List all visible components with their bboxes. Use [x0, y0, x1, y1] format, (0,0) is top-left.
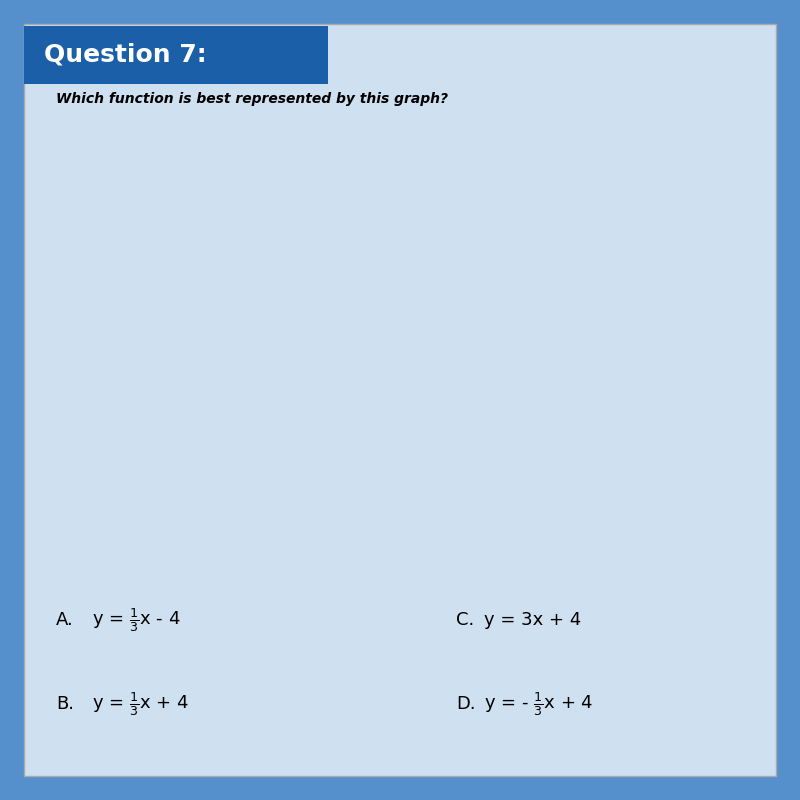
Text: -1: -1 — [354, 361, 364, 371]
Text: -2: -2 — [326, 361, 335, 371]
Text: Question 7:: Question 7: — [44, 42, 206, 66]
Text: -4: -4 — [366, 450, 375, 460]
Text: 5: 5 — [369, 205, 375, 215]
Text: B.: B. — [56, 695, 74, 713]
Text: 7: 7 — [587, 361, 594, 371]
Text: -6: -6 — [366, 504, 375, 514]
Text: 5: 5 — [530, 361, 536, 371]
Text: -6: -6 — [210, 361, 219, 371]
Text: D.: D. — [456, 695, 476, 713]
Text: -5: -5 — [366, 477, 375, 487]
Text: -7: -7 — [181, 361, 190, 371]
Text: y = $\frac{1}{3}$x + 4: y = $\frac{1}{3}$x + 4 — [92, 690, 189, 718]
Text: 6: 6 — [558, 361, 565, 371]
Text: 7: 7 — [369, 150, 375, 160]
Text: 6: 6 — [369, 178, 375, 188]
Text: y = $\frac{1}{3}$x - 4: y = $\frac{1}{3}$x - 4 — [92, 606, 181, 634]
Text: 3: 3 — [369, 259, 375, 270]
Text: x: x — [623, 337, 630, 347]
Text: -2: -2 — [366, 395, 375, 406]
Text: y: y — [389, 118, 396, 128]
Text: y = - $\frac{1}{3}$x + 4: y = - $\frac{1}{3}$x + 4 — [484, 690, 594, 718]
Text: -8: -8 — [366, 559, 375, 569]
Text: Which function is best represented by this graph?: Which function is best represented by th… — [56, 92, 448, 106]
Text: -8: -8 — [152, 361, 162, 371]
Text: -5: -5 — [238, 361, 248, 371]
Text: -3: -3 — [297, 361, 306, 371]
Text: -3: -3 — [366, 422, 375, 433]
Text: 2: 2 — [442, 361, 449, 371]
Text: 1: 1 — [369, 314, 375, 324]
Text: A.: A. — [56, 611, 74, 629]
Text: -7: -7 — [366, 532, 375, 542]
Text: 4: 4 — [369, 232, 375, 242]
Text: y = 3x + 4: y = 3x + 4 — [484, 611, 582, 629]
Text: -4: -4 — [267, 361, 277, 371]
Text: 4: 4 — [501, 361, 506, 371]
Text: C.: C. — [456, 611, 474, 629]
Text: 3: 3 — [472, 361, 478, 371]
Text: 2: 2 — [369, 286, 375, 297]
Text: -1: -1 — [366, 368, 375, 378]
Text: 8: 8 — [616, 361, 622, 371]
Text: 1: 1 — [414, 361, 420, 371]
Text: 8: 8 — [369, 123, 375, 133]
